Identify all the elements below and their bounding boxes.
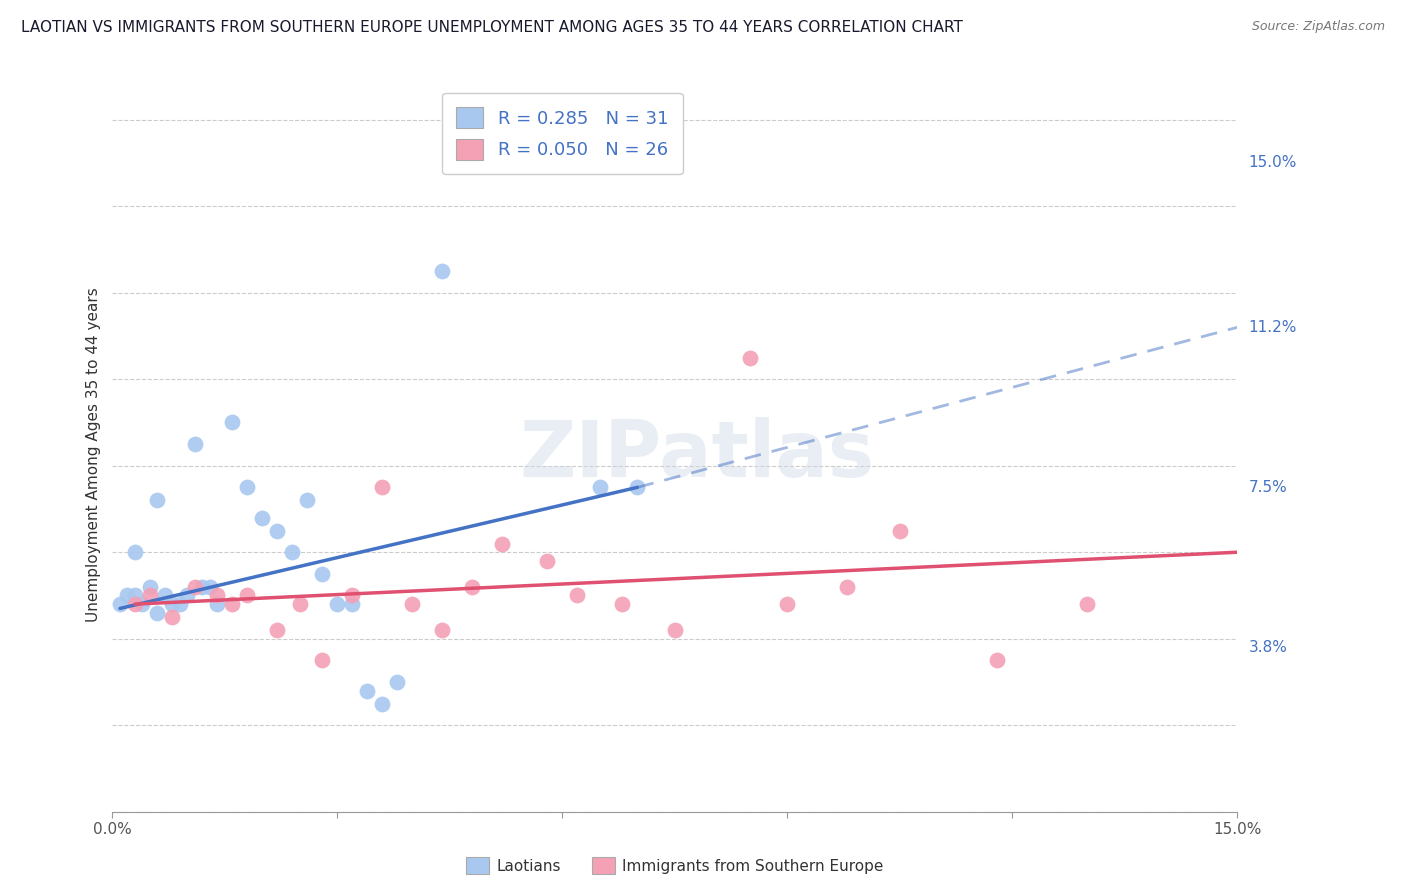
Point [776,597,799,611]
Point [169,597,191,611]
Point [297,493,319,508]
Point [191,580,214,594]
Y-axis label: Unemployment Among Ages 35 to 44 years: Unemployment Among Ages 35 to 44 years [86,287,101,623]
Point [184,437,207,451]
Point [176,589,198,603]
Text: 11.2%: 11.2% [1249,320,1296,334]
Point [387,675,409,690]
Point [432,264,454,278]
Point [1076,597,1098,611]
Point [162,610,184,624]
Point [986,653,1008,667]
Point [221,597,243,611]
Point [889,524,911,538]
Text: Source: ZipAtlas.com: Source: ZipAtlas.com [1251,20,1385,33]
Point [162,597,184,611]
Text: 7.5%: 7.5% [1249,480,1288,495]
Point [124,589,146,603]
Point [117,589,139,603]
Point [124,597,146,611]
Point [207,597,229,611]
Point [837,580,859,594]
Point [461,580,484,594]
Point [198,580,221,594]
Text: ZIPatlas: ZIPatlas [520,417,875,493]
Point [124,545,146,559]
Text: 3.8%: 3.8% [1249,640,1288,655]
Point [281,545,304,559]
Point [311,653,333,667]
Point [236,480,259,494]
Point [738,351,761,365]
Point [342,597,364,611]
Point [326,597,349,611]
Point [108,597,131,611]
Point [184,580,207,594]
Point [207,589,229,603]
Point [612,597,634,611]
Point [491,536,513,550]
Point [589,480,612,494]
Point [432,623,454,637]
Point [266,524,288,538]
Point [664,623,686,637]
Point [311,566,333,581]
Point [146,606,169,620]
Point [567,589,589,603]
Point [252,510,274,524]
Point [356,683,378,698]
Legend: R = 0.285   N = 31, R = 0.050   N = 26: R = 0.285 N = 31, R = 0.050 N = 26 [441,93,683,174]
Point [626,480,648,494]
Point [266,623,288,637]
Point [221,416,243,430]
Point [288,597,311,611]
Point [401,597,423,611]
Point [371,697,394,711]
Point [371,480,394,494]
Point [153,589,176,603]
Point [536,554,558,568]
Point [236,589,259,603]
Point [131,597,153,611]
Text: 15.0%: 15.0% [1249,155,1296,170]
Legend: Laotians, Immigrants from Southern Europe: Laotians, Immigrants from Southern Europ… [460,851,890,880]
Point [342,589,364,603]
Point [139,589,162,603]
Text: LAOTIAN VS IMMIGRANTS FROM SOUTHERN EUROPE UNEMPLOYMENT AMONG AGES 35 TO 44 YEAR: LAOTIAN VS IMMIGRANTS FROM SOUTHERN EURO… [21,20,963,35]
Point [139,580,162,594]
Point [146,493,169,508]
